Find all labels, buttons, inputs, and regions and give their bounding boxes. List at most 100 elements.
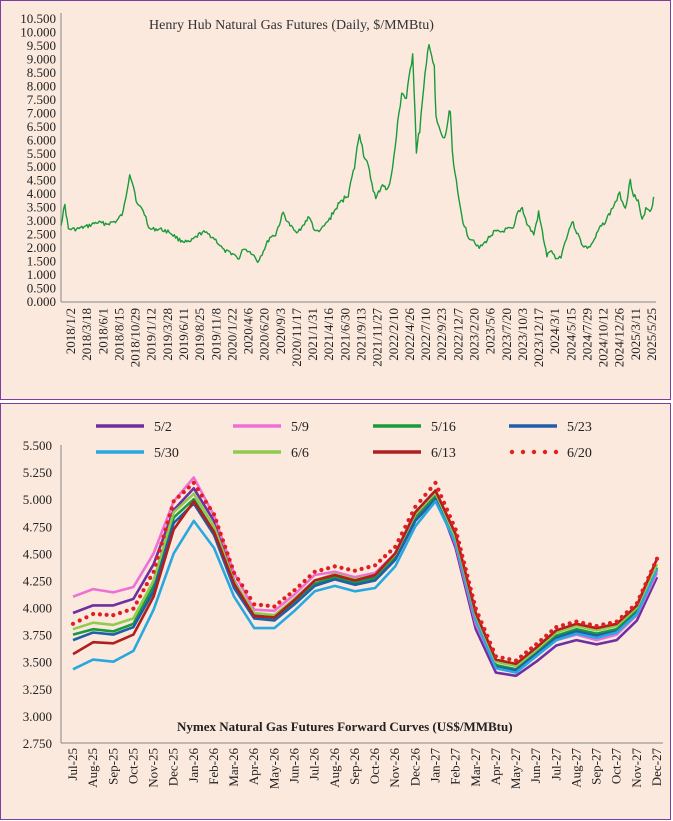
x-tick-label: 2024/10/12: [596, 308, 611, 367]
x-tick-label: Jul-26: [307, 748, 322, 781]
forward-curve-line: [72, 500, 659, 674]
y-tick-label: 4.000: [23, 601, 52, 616]
forward-curve-dot: [131, 606, 136, 611]
forward-curve-dot: [534, 642, 539, 647]
forward-curve-dot: [453, 527, 458, 532]
forward-curve-dot: [176, 494, 181, 499]
legend-label: 6/6: [291, 446, 309, 461]
y-tick-label: 5.000: [27, 159, 56, 174]
forward-curve-dot: [393, 544, 398, 549]
forward-curve-dot: [614, 619, 619, 624]
forward-curve-dot: [232, 570, 237, 575]
forward-curve-dot: [643, 582, 648, 587]
forward-curve-dot: [70, 621, 76, 626]
price-series-line: [60, 44, 655, 264]
forward-curve-dot: [406, 518, 411, 523]
x-tick-label: 2020/11/17: [289, 308, 304, 367]
x-tick-label: Jan-26: [186, 748, 201, 783]
forward-curve-dot: [282, 596, 287, 601]
legend-swatch: [520, 449, 526, 455]
x-tick-label: 2020/9/3: [273, 308, 288, 354]
x-tick-label: 2020/6/20: [257, 308, 272, 361]
forward-curve-dot: [439, 494, 444, 499]
forward-curve-dot: [240, 583, 245, 588]
y-tick-label: 1.500: [27, 254, 56, 269]
forward-curve-dot: [493, 654, 498, 659]
x-tick-label: Sep-27: [589, 748, 604, 785]
forward-curve-dot: [465, 573, 470, 578]
y-tick-label: 1.000: [27, 267, 56, 282]
chart-title: Nymex Natural Gas Futures Forward Curves…: [177, 719, 513, 734]
forward-curve-dot: [634, 601, 640, 606]
forward-curve-dot: [473, 606, 478, 611]
y-tick-label: 3.750: [23, 628, 52, 643]
forward-curve-dot: [124, 608, 129, 613]
y-tick-label: 3.000: [23, 709, 52, 724]
forward-curve-dot: [601, 622, 606, 627]
y-tick-label: 0.000: [27, 294, 56, 309]
forward-curve-dot: [654, 556, 660, 561]
forward-curve-dot: [199, 493, 204, 498]
forward-curve-dot: [549, 629, 554, 634]
x-tick-label: Apr-26: [246, 748, 261, 786]
x-tick-label: Sep-26: [347, 748, 362, 785]
forward-curve-dot: [554, 625, 559, 630]
forward-curve-dot: [163, 527, 168, 532]
forward-curve-dot: [138, 594, 143, 599]
forward-curve-dot: [366, 565, 371, 570]
forward-curve-dot: [97, 612, 102, 617]
y-tick-label: 7.500: [27, 92, 56, 107]
forward-curve-dot: [225, 551, 230, 556]
forward-curve-dot: [524, 650, 529, 655]
forward-curve-dot: [216, 525, 221, 530]
y-tick-label: 2.000: [27, 240, 56, 255]
forward-curve-dot: [141, 588, 146, 593]
x-tick-label: 2021/1/31: [305, 308, 320, 361]
forward-curve-dot: [619, 614, 624, 620]
forward-curve-dot: [637, 594, 642, 599]
x-tick-label: 2024/12/26: [612, 308, 627, 368]
x-tick-label: 2023/2/20: [466, 308, 481, 361]
y-tick-label: 4.500: [27, 173, 56, 188]
x-tick-label: 2019/6/11: [176, 308, 191, 360]
x-tick-label: 2021/11/27: [370, 308, 385, 367]
forward-curve-dot: [463, 567, 468, 572]
x-tick-label: 2022/12/7: [450, 308, 465, 361]
legend-swatch: [553, 449, 559, 455]
forward-curve-dot: [468, 586, 473, 591]
forward-curve-dot: [470, 593, 475, 598]
forward-curves-chart-panel: Nymex Natural Gas Futures Forward Curves…: [0, 403, 671, 820]
forward-curve-dot: [567, 621, 572, 626]
forward-curve-dot: [214, 518, 219, 523]
forward-curve-dot: [455, 534, 460, 539]
y-tick-label: 4.000: [27, 186, 56, 201]
forward-curve-dot: [211, 512, 217, 517]
forward-curve-dot: [444, 507, 450, 512]
x-tick-label: 2023/10/3: [515, 308, 530, 361]
x-tick-label: 2024/7/29: [579, 308, 594, 361]
forward-curve-dot: [574, 619, 579, 624]
forward-curve-dot: [544, 633, 549, 638]
x-tick-label: Apr-27: [488, 748, 503, 786]
forward-curve-dot: [272, 604, 277, 609]
x-tick-label: 2022/2/10: [386, 308, 401, 361]
y-tick-label: 7.000: [27, 105, 56, 120]
y-tick-label: 8.500: [27, 65, 56, 80]
forward-curve-dot: [507, 657, 512, 662]
forward-curve-dot: [252, 602, 257, 607]
y-tick-label: 10.500: [20, 11, 56, 26]
forward-curve-dot: [339, 565, 344, 570]
forward-curve-dot: [218, 531, 223, 536]
y-tick-label: 3.250: [23, 682, 52, 697]
forward-curve-dot: [359, 566, 364, 571]
forward-curve-dot: [458, 547, 463, 552]
x-tick-label: Nov-26: [387, 748, 402, 788]
y-tick-label: 9.000: [27, 51, 56, 66]
y-tick-label: 5.500: [23, 438, 52, 453]
forward-curve-dot: [319, 567, 324, 573]
forward-curve-dot: [640, 588, 645, 593]
forward-curve-dot: [117, 610, 123, 616]
y-tick-label: 4.250: [23, 573, 52, 588]
x-tick-label: 2022/9/23: [434, 308, 449, 361]
forward-curve-line: [72, 489, 659, 666]
